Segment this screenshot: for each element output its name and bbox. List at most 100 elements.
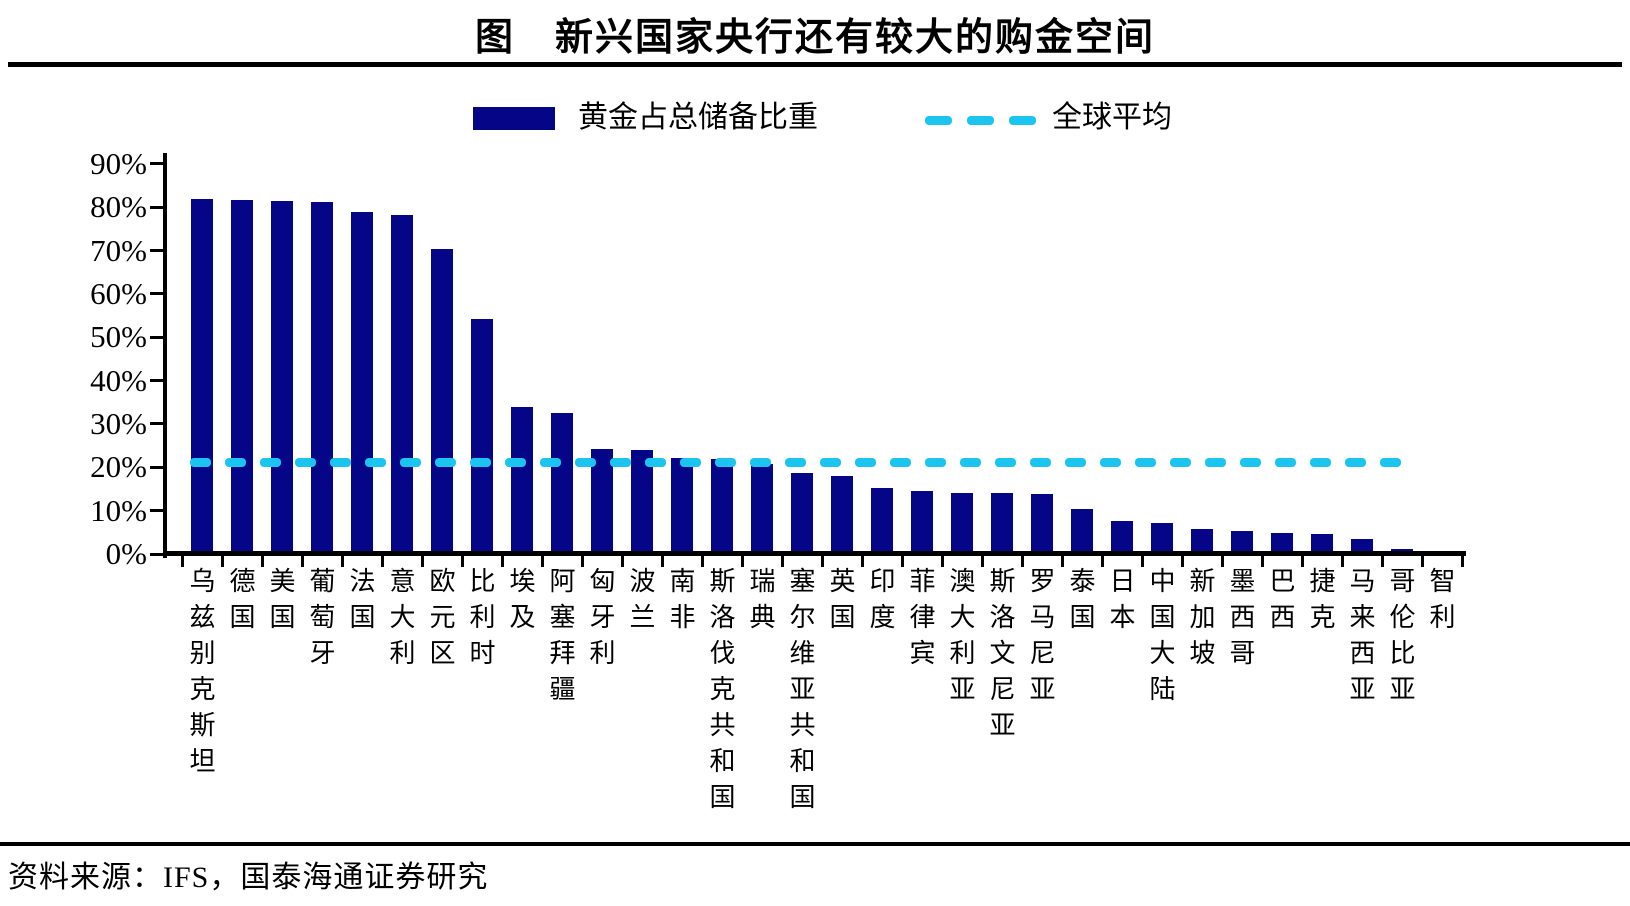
x-axis-tick xyxy=(1261,554,1264,567)
x-axis-tick xyxy=(661,554,664,567)
average-line-dash xyxy=(330,458,351,468)
x-axis-label: 马来西亚 xyxy=(1346,567,1375,711)
average-line-dash xyxy=(575,458,596,468)
x-axis-label: 法国 xyxy=(346,567,375,639)
y-axis-tick xyxy=(150,292,163,296)
x-axis-label: 日本 xyxy=(1106,567,1135,639)
x-axis-label: 埃及 xyxy=(506,567,535,639)
x-axis-tick xyxy=(1221,554,1224,567)
average-line-dash xyxy=(1170,458,1191,468)
x-axis-tick xyxy=(901,554,904,567)
x-axis-label: 匈牙利 xyxy=(586,567,615,675)
x-axis-tick xyxy=(1381,554,1384,567)
x-axis-tick xyxy=(741,554,744,567)
x-axis-label: 斯洛文尼亚 xyxy=(986,567,1015,747)
x-axis-tick xyxy=(1021,554,1024,567)
y-axis-tick xyxy=(150,335,163,339)
average-line-dash xyxy=(1205,458,1226,468)
x-axis-label: 美国 xyxy=(266,567,295,639)
x-axis-label: 巴西 xyxy=(1266,567,1295,639)
x-axis-label: 哥伦比亚 xyxy=(1386,567,1415,711)
average-line-dash xyxy=(1380,458,1401,468)
average-line-dash xyxy=(225,458,246,468)
average-line-dash xyxy=(855,458,876,468)
x-axis-tick xyxy=(1461,554,1464,567)
bar-菲律宾 xyxy=(911,490,933,556)
x-axis-tick xyxy=(181,554,184,567)
bar-美国 xyxy=(271,200,293,556)
x-axis-label: 泰国 xyxy=(1066,567,1095,639)
x-axis-label: 欧元区 xyxy=(426,567,455,675)
y-axis-tick-label: 0% xyxy=(105,536,147,571)
y-axis-tick-label: 70% xyxy=(90,232,147,268)
bar-日本 xyxy=(1111,521,1133,556)
bar-塞尔维亚共和国 xyxy=(791,473,813,556)
bar-埃及 xyxy=(511,407,533,556)
average-line-dash xyxy=(1065,458,1086,468)
average-line-dash xyxy=(995,458,1016,468)
average-line-dash xyxy=(645,458,666,468)
x-axis-label: 南非 xyxy=(666,567,695,639)
legend-dash-icon xyxy=(1009,116,1036,125)
y-axis-tick-label: 80% xyxy=(90,189,147,225)
y-axis-tick xyxy=(150,465,163,469)
average-line-dash xyxy=(1030,458,1051,468)
average-line-dash xyxy=(890,458,911,468)
bar-斯洛文尼亚 xyxy=(991,493,1013,556)
average-line-dash xyxy=(1310,458,1331,468)
average-line-dash xyxy=(295,458,316,468)
bar-波兰 xyxy=(631,449,653,556)
average-line-dash xyxy=(190,458,211,468)
x-axis-tick xyxy=(1181,554,1184,567)
average-line-dash xyxy=(715,458,736,468)
bar-南非 xyxy=(671,457,693,556)
x-axis-label: 波兰 xyxy=(626,567,655,639)
x-axis-label: 乌兹别克斯坦 xyxy=(186,567,215,783)
x-axis-line xyxy=(163,551,1466,556)
average-line-dash xyxy=(610,458,631,468)
y-axis-tick xyxy=(150,509,163,513)
bar-中国大陆 xyxy=(1151,522,1173,556)
y-axis-tick-label: 20% xyxy=(90,449,147,485)
y-axis-tick-label: 10% xyxy=(90,492,147,528)
bar-比利时 xyxy=(471,319,493,556)
average-line-dash xyxy=(1240,458,1261,468)
bar-法国 xyxy=(351,212,373,556)
average-line-dash xyxy=(1345,458,1366,468)
bar-阿塞拜疆 xyxy=(551,413,573,556)
x-axis-label: 英国 xyxy=(826,567,855,639)
legend-line-label: 全球平均 xyxy=(1052,101,1172,134)
x-axis-label: 阿塞拜疆 xyxy=(546,567,575,711)
x-axis-label: 比利时 xyxy=(466,567,495,675)
y-axis-line xyxy=(163,153,167,558)
x-axis-label: 菲律宾 xyxy=(906,567,935,675)
global-average-line xyxy=(190,458,1434,468)
footer-divider-rule xyxy=(0,842,1630,846)
legend-bar-swatch xyxy=(473,107,555,130)
x-axis-label: 印度 xyxy=(866,567,895,639)
average-line-dash xyxy=(435,458,456,468)
bar-新加坡 xyxy=(1191,529,1213,556)
average-line-dash xyxy=(820,458,841,468)
bar-德国 xyxy=(231,200,253,556)
x-axis-tick xyxy=(1061,554,1064,567)
bar-墨西哥 xyxy=(1231,530,1253,556)
title-divider-rule xyxy=(8,62,1622,67)
y-axis-tick xyxy=(150,249,163,253)
y-axis-tick xyxy=(150,552,163,556)
x-axis-label: 德国 xyxy=(226,567,255,639)
bar-巴西 xyxy=(1271,533,1293,556)
average-line-dash xyxy=(260,458,281,468)
x-axis-label: 塞尔维亚共和国 xyxy=(786,567,815,819)
average-line-dash xyxy=(1135,458,1156,468)
bar-澳大利亚 xyxy=(951,492,973,556)
x-axis-label: 捷克 xyxy=(1306,567,1335,639)
x-axis-tick xyxy=(581,554,584,567)
bar-乌兹别克斯坦 xyxy=(191,199,213,556)
average-line-dash xyxy=(505,458,526,468)
x-axis-tick xyxy=(381,554,384,567)
average-line-dash xyxy=(400,458,421,468)
x-axis-tick xyxy=(941,554,944,567)
x-axis-label: 瑞典 xyxy=(746,567,775,639)
